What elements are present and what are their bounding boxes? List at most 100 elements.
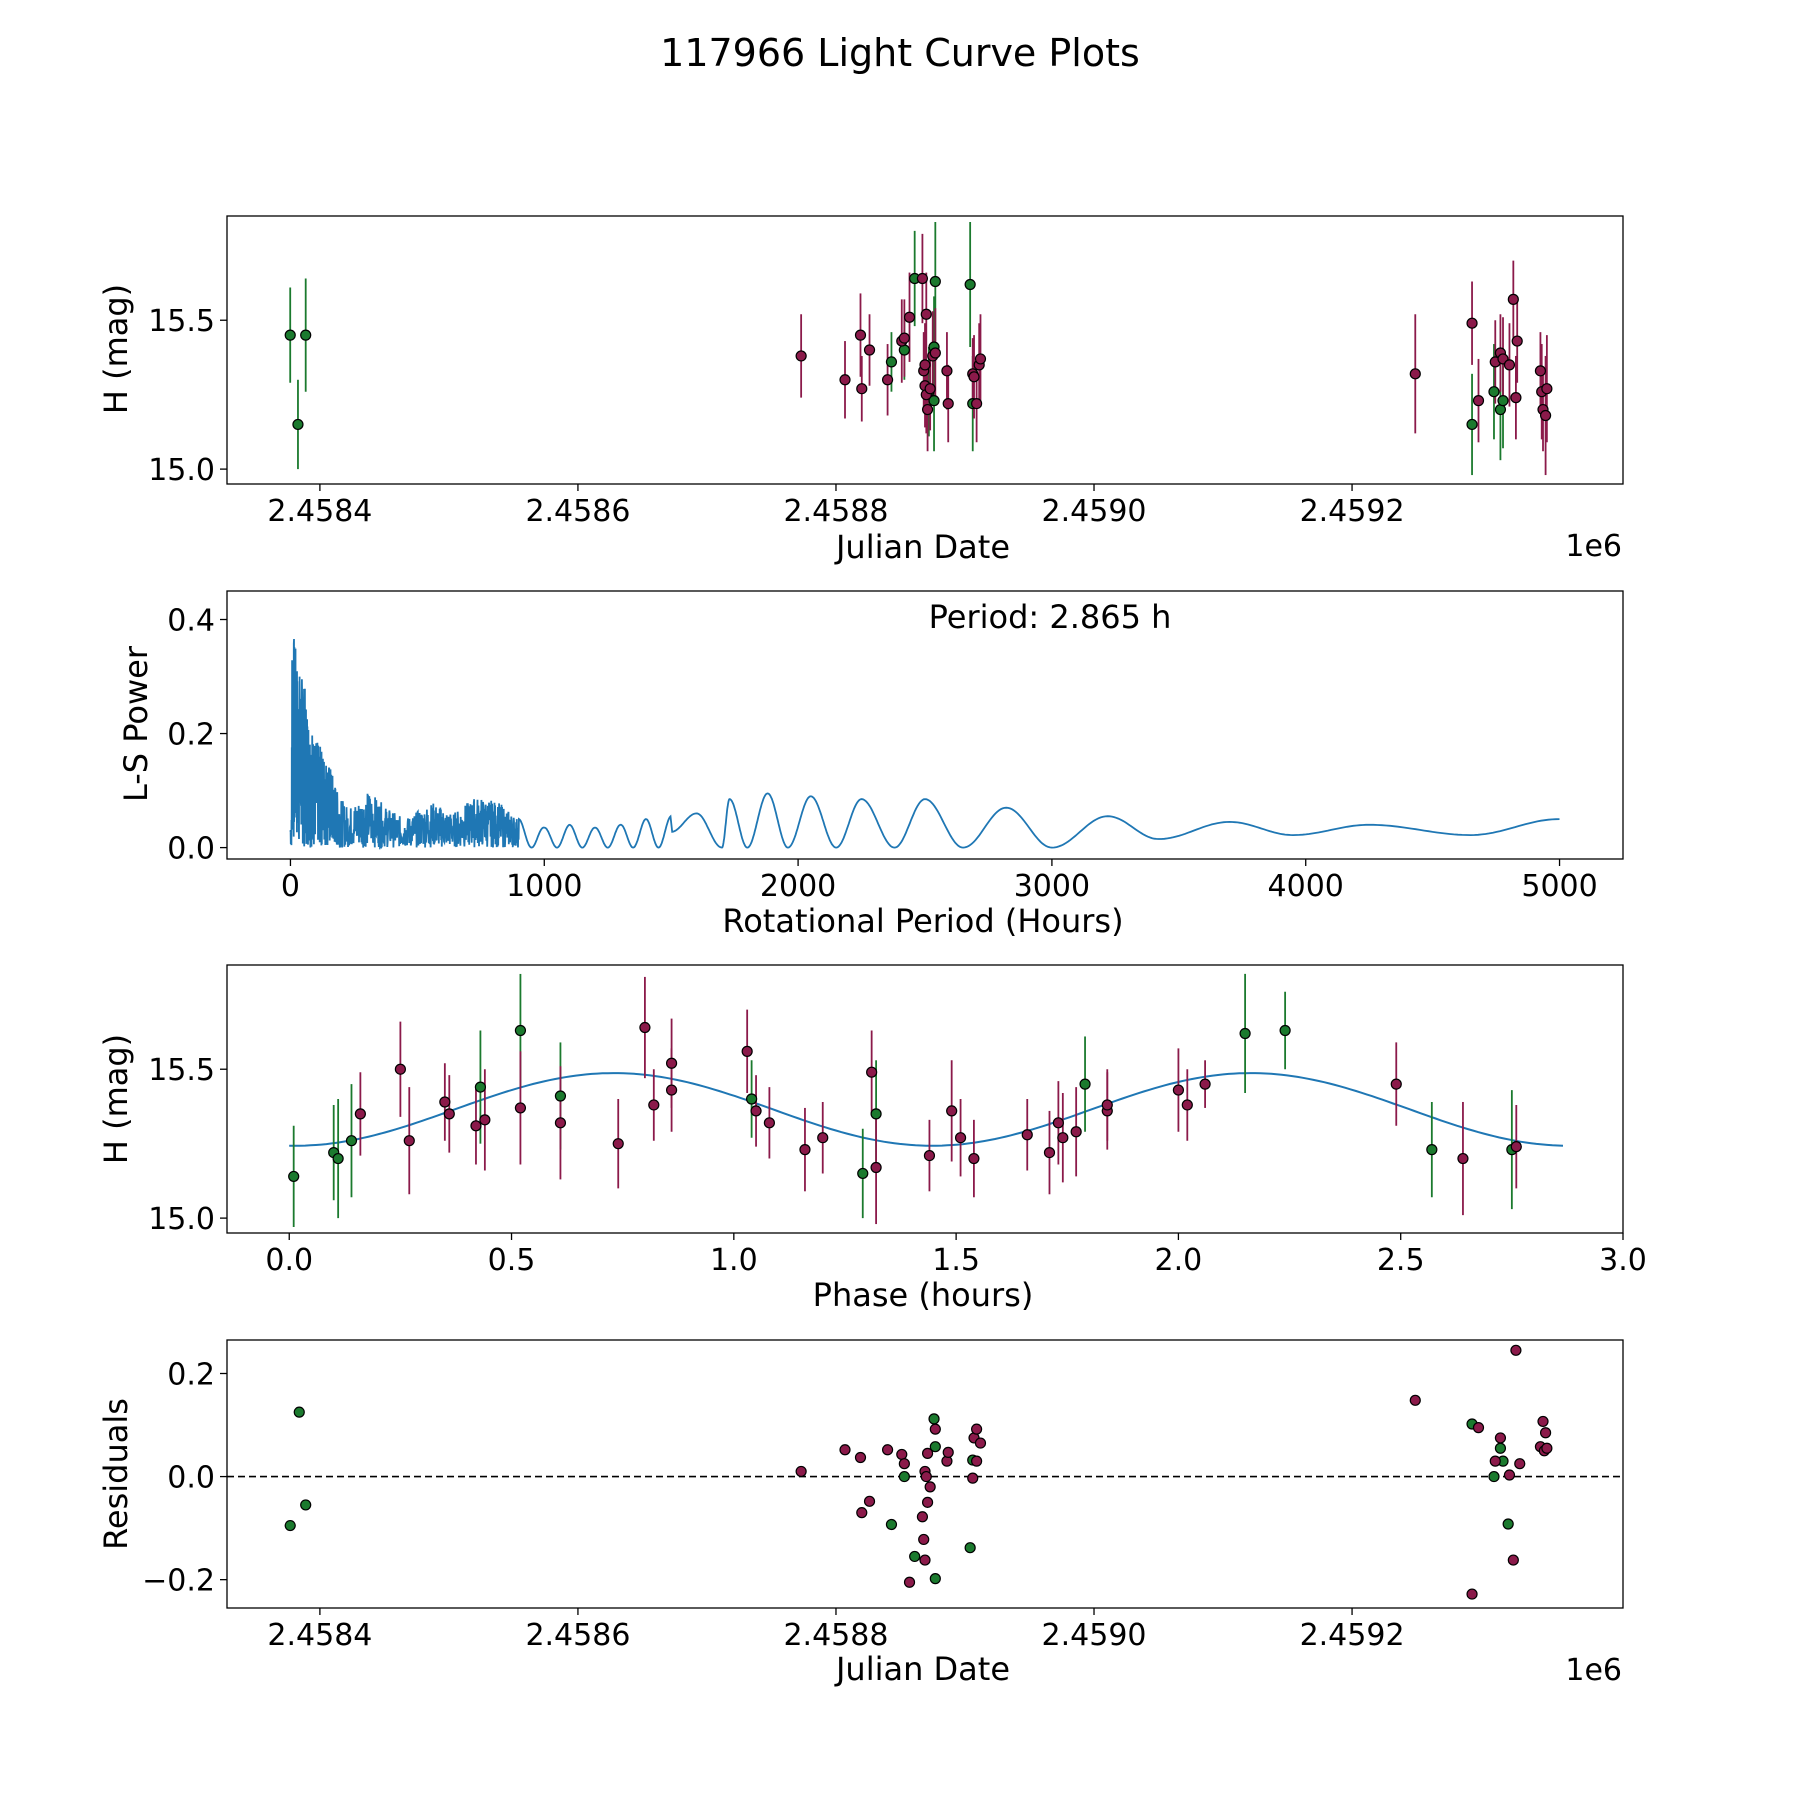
periodogram-y-tick-label: 0.2 xyxy=(167,718,215,753)
maroon-data-point xyxy=(921,403,934,416)
maroon-data-point xyxy=(854,329,867,341)
green-data-point xyxy=(293,1406,305,1418)
periodogram-y-tick-label: 0.4 xyxy=(167,604,215,639)
green-data-point xyxy=(1426,1144,1438,1156)
maroon-data-point xyxy=(1534,365,1547,377)
maroon-data-point xyxy=(1511,335,1523,347)
maroon-data-point xyxy=(866,1066,878,1078)
maroon-data-point xyxy=(1390,1078,1402,1090)
maroon-data-point xyxy=(920,1470,932,1483)
maroon-data-point xyxy=(903,311,916,323)
maroon-data-point xyxy=(954,1132,967,1144)
green-data-point xyxy=(292,418,304,431)
maroon-data-point xyxy=(1514,1458,1526,1470)
maroon-data-point xyxy=(863,1495,876,1507)
periodogram-x-tick-label: 4000 xyxy=(1268,869,1344,904)
phase-folded-x-tick-label: 1.0 xyxy=(710,1243,758,1278)
maroon-data-point xyxy=(924,1481,936,1493)
time-series-x-tick-label: 2.4588 xyxy=(783,494,888,529)
maroon-data-point xyxy=(968,1152,980,1165)
residuals-y-tick-label: 0.0 xyxy=(167,1461,215,1496)
maroon-data-point xyxy=(394,1063,406,1075)
maroon-data-point xyxy=(1489,1455,1501,1467)
maroon-data-point xyxy=(1539,409,1552,422)
maroon-data-point xyxy=(1507,293,1519,305)
maroon-data-point xyxy=(839,374,851,386)
periodogram-x-tick-label: 0 xyxy=(281,869,300,904)
time-series-x-tick-label: 2.4586 xyxy=(525,494,630,529)
time-series-x-tick-label: 2.4590 xyxy=(1042,494,1147,529)
time-series-ylabel: H (mag) xyxy=(97,284,135,414)
phase-folded-x-tick-label: 0.0 xyxy=(265,1243,313,1278)
green-data-point xyxy=(898,1470,910,1483)
maroon-data-point xyxy=(942,398,954,410)
green-data-point xyxy=(928,1413,940,1425)
maroon-data-point xyxy=(896,1448,908,1461)
time-series-x-offset: 1e6 xyxy=(1565,529,1622,564)
maroon-data-point xyxy=(924,383,936,395)
green-data-point xyxy=(1079,1078,1091,1090)
maroon-data-point xyxy=(1537,1415,1549,1428)
periodogram-x-tick-label: 1000 xyxy=(506,869,582,904)
maroon-data-point xyxy=(870,1161,882,1174)
green-data-point xyxy=(300,329,312,341)
fit-curve xyxy=(289,1072,1564,1147)
green-data-point xyxy=(1488,1470,1500,1483)
green-data-point xyxy=(964,1542,976,1554)
period-annotation: Period: 2.865 h xyxy=(929,598,1172,636)
green-data-point xyxy=(1279,1024,1291,1037)
phase-folded-panel: Phase (hours) H (mag) 0.0 0.5 1.0 1.5 2.0 2.5… xyxy=(97,964,1647,1314)
residuals-y-tick-label: −0.2 xyxy=(142,1564,215,1599)
green-data-point xyxy=(929,1573,941,1585)
green-data-point xyxy=(284,1519,296,1532)
maroon-data-point xyxy=(1052,1117,1064,1129)
residuals-data-layer xyxy=(227,1344,1623,1600)
maroon-data-point xyxy=(514,1102,527,1114)
maroon-data-point xyxy=(929,347,941,359)
maroon-data-point xyxy=(1409,368,1421,380)
phase-folded-data-layer xyxy=(288,973,1564,1228)
maroon-data-point xyxy=(971,398,983,410)
green-data-point xyxy=(1488,386,1500,398)
maroon-data-point xyxy=(1503,1469,1516,1481)
maroon-data-point xyxy=(403,1135,415,1147)
green-data-point xyxy=(1494,1442,1507,1454)
periodogram-ylabel: L-S Power xyxy=(117,645,155,802)
maroon-data-point xyxy=(1043,1146,1056,1159)
maroon-data-point xyxy=(916,1511,929,1523)
green-data-point xyxy=(332,1152,344,1165)
figure-title: 117966 Light Curve Plots xyxy=(660,31,1140,75)
time-series-y-tick-label: 15.0 xyxy=(148,453,215,488)
residuals-ylabel: Residuals xyxy=(97,1398,135,1550)
maroon-data-point xyxy=(479,1114,491,1126)
green-data-point xyxy=(870,1108,882,1120)
maroon-data-point xyxy=(918,1533,930,1546)
maroon-data-point xyxy=(554,1117,567,1129)
maroon-data-point xyxy=(1101,1099,1113,1111)
maroon-data-point xyxy=(1181,1099,1193,1111)
green-data-point xyxy=(514,1024,527,1037)
periodogram-x-tick-label: 5000 xyxy=(1521,869,1597,904)
maroon-data-point xyxy=(881,1444,894,1456)
periodogram-line xyxy=(289,638,1560,850)
time-series-axes-frame xyxy=(226,215,1624,485)
maroon-data-point xyxy=(854,1451,867,1464)
residuals-axes-frame xyxy=(226,1339,1624,1609)
maroon-data-point xyxy=(881,374,894,386)
maroon-data-point xyxy=(856,383,868,395)
maroon-data-point xyxy=(1507,1554,1519,1566)
maroon-data-point xyxy=(1541,1442,1553,1454)
green-data-point xyxy=(1497,395,1509,407)
maroon-data-point xyxy=(648,1099,660,1111)
maroon-data-point xyxy=(920,308,932,320)
residuals-panel: Julian Date Residuals 1e6 2.4584 2.4586 2.… xyxy=(97,1339,1624,1688)
maroon-data-point xyxy=(856,1507,868,1519)
green-data-point xyxy=(885,1518,898,1531)
maroon-data-point xyxy=(470,1120,482,1132)
time-series-xlabel: Julian Date xyxy=(834,528,1010,566)
maroon-data-point xyxy=(1510,392,1522,404)
maroon-data-point xyxy=(750,1105,762,1117)
periodogram-x-tick-label: 2000 xyxy=(760,869,836,904)
green-data-point xyxy=(1239,1027,1251,1040)
